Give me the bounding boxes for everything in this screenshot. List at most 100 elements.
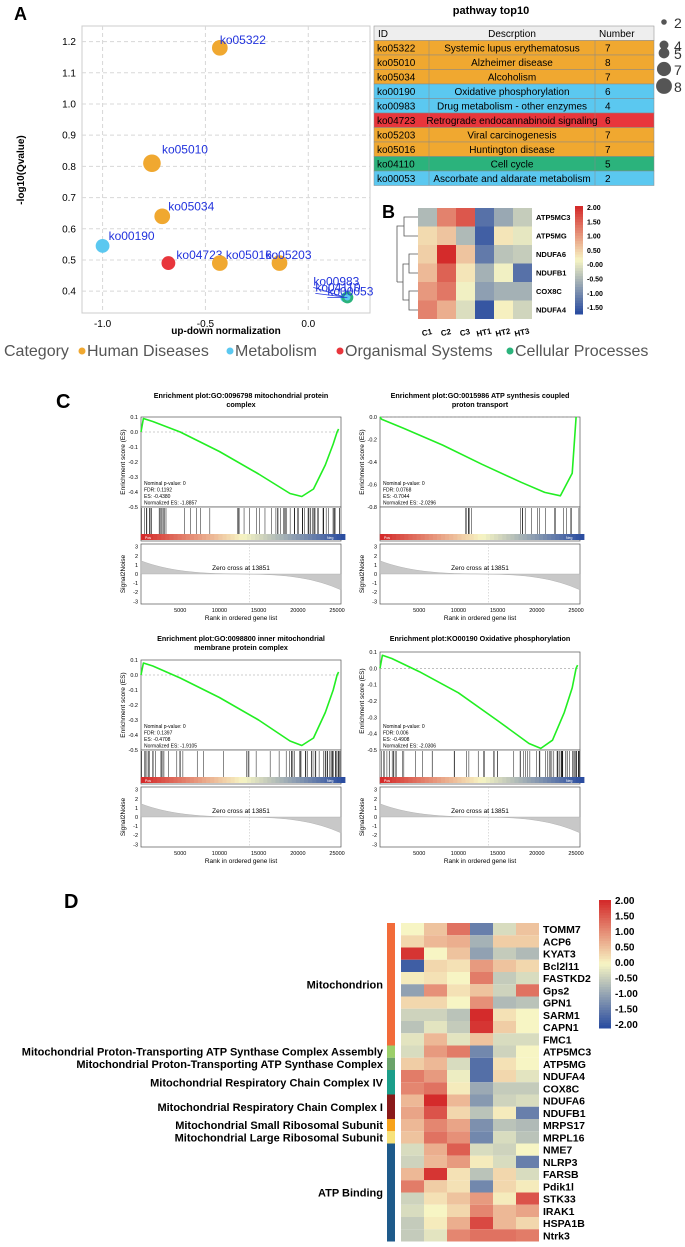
gsea-rank-bar: [157, 777, 162, 783]
gsea-rank-bar: [242, 777, 248, 783]
gsea-rank-bar: [283, 534, 289, 540]
heatmap-d-row-label: ATP5MC3: [543, 1047, 591, 1059]
gsea-x-tick: 5000: [174, 608, 186, 614]
gsea-s2n-tick: -2: [133, 590, 138, 596]
gsea-s2n-tick: 0: [135, 815, 138, 821]
heatmap-b-colorbar-segment: [575, 222, 583, 226]
heatmap-b-colorbar-segment: [575, 265, 583, 269]
gsea-rank-bar: [449, 777, 454, 783]
heatmap-d-cell: [493, 1094, 516, 1107]
gsea-stat: FDR: 0.006: [383, 731, 409, 737]
gsea-rank-bar: [526, 777, 532, 783]
heatmap-d-cell: [447, 959, 470, 972]
heatmap-b-cell: [456, 208, 475, 227]
gsea-rank-bar: [148, 777, 154, 783]
heatmap-b-cell: [437, 282, 456, 301]
heatmap-d-cell: [516, 1143, 539, 1156]
heatmap-b-colorbar-segment: [575, 241, 583, 245]
table-cell-number: 8: [605, 58, 611, 69]
gsea-rank-bar: [571, 777, 577, 783]
heatmap-d-cell: [401, 935, 424, 948]
gsea-rank-bar: [514, 777, 520, 783]
heatmap-d-cell: [470, 1143, 493, 1156]
gsea-rank-bar: [140, 777, 146, 783]
heatmap-b-cell: [494, 263, 513, 282]
gsea-rank-bar: [161, 777, 166, 783]
heatmap-b-colorbar-label: 1.50: [587, 219, 601, 226]
gsea-x-label: Rank in ordered gene list: [205, 615, 277, 622]
gsea-rank-bar: [312, 777, 317, 783]
heatmap-d-cell: [401, 972, 424, 985]
gsea-rank-bar: [547, 777, 552, 783]
gsea-rank-bar: [379, 534, 385, 540]
gsea-rank-bar: [494, 534, 499, 540]
table-cell-number: 6: [605, 87, 611, 98]
gsea-rank-bar: [299, 534, 305, 540]
heatmap-d-row-label: FARSB: [543, 1169, 579, 1181]
heatmap-d-row-label: NLRP3: [543, 1157, 578, 1169]
gsea-rank-bar: [336, 777, 342, 783]
gsea-stat: FDR: 0.1192: [144, 488, 172, 494]
gsea-rank-bar: [506, 534, 511, 540]
gsea-rank-bar: [222, 777, 228, 783]
gsea-rank-bar: [530, 777, 536, 783]
heatmap-d-cell: [493, 1204, 516, 1217]
heatmap-d-cell: [470, 923, 493, 936]
gsea-pos-label: Pos: [384, 536, 390, 540]
gsea-rank-bar: [246, 777, 252, 783]
heatmap-d-cell: [447, 923, 470, 936]
heatmap-d-colorbar-segment: [599, 992, 611, 996]
gsea-rank-bar: [312, 534, 317, 540]
gsea-x-tick: 25000: [568, 608, 583, 614]
gsea-s2n-tick: 3: [135, 788, 138, 794]
gsea-rank-bar: [408, 534, 413, 540]
gsea-es-label: Enrichment score (ES): [359, 668, 366, 733]
heatmap-d-colorbar-segment: [599, 979, 611, 983]
gsea-es-tick: -0.2: [129, 460, 138, 466]
heatmap-d-cell: [447, 1106, 470, 1119]
gsea-zero-cross: Zero cross at 13851: [212, 808, 270, 815]
heatmap-b-cell: [418, 300, 437, 319]
gsea-rank-bar: [287, 777, 293, 783]
gsea-pos-label: Pos: [384, 779, 390, 783]
scatter-point-ko05016: [211, 255, 228, 271]
heatmap-d-cell: [516, 1229, 539, 1242]
table-cell-id: ko05034: [377, 73, 416, 84]
heatmap-d-row-label: IRAK1: [543, 1206, 575, 1218]
heatmap-d-colorbar-label: 0.00: [615, 958, 635, 969]
scatter-label-ko04723: ko04723: [176, 248, 222, 262]
gsea-rank-bar: [324, 534, 330, 540]
scatter-point-ko05034: [154, 208, 171, 225]
table-cell-number: 7: [605, 73, 611, 84]
heatmap-d-cell: [447, 1155, 470, 1168]
gsea-stat: Normalized ES: -1.9105: [144, 744, 197, 750]
gsea-x-tick: 25000: [568, 851, 583, 857]
heatmap-b-colorbar-segment: [575, 305, 583, 310]
heatmap-b-colorbar-label: -1.50: [587, 305, 603, 312]
heatmap-b-colorbar-segment: [575, 254, 583, 258]
gsea-rank-bar: [308, 777, 313, 783]
gsea-x-label: Rank in ordered gene list: [444, 858, 516, 865]
gsea-rank-bar: [185, 777, 191, 783]
gsea-rank-bar: [242, 534, 248, 540]
gsea-title: Enrichment plot:KO00190 Oxidative phosph…: [390, 634, 571, 643]
heatmap-d-cell: [401, 1168, 424, 1181]
heatmap-b-colorbar-segment: [575, 292, 583, 296]
gsea-rank-bar: [506, 777, 511, 783]
heatmap-d-cell: [424, 984, 447, 997]
gsea-es-tick: -0.3: [368, 715, 377, 721]
heatmap-d-cell: [401, 1094, 424, 1107]
heatmap-d-cell: [516, 1106, 539, 1119]
heatmap-b-col-label: HT2: [495, 326, 512, 338]
table-cell-id: ko00983: [377, 102, 416, 113]
scatter-y-tick: 0.7: [62, 193, 76, 204]
heatmap-b-colorbar-segment: [575, 238, 583, 242]
scatter-label-ko05010: ko05010: [162, 142, 208, 156]
table-cell-number: 2: [605, 174, 611, 185]
gsea-x-tick: 15000: [490, 608, 505, 614]
heatmap-d-cell: [401, 1180, 424, 1193]
gsea-rank-bar: [271, 777, 277, 783]
heatmap-d-cell: [424, 1033, 447, 1046]
gsea-rank-bar: [490, 534, 495, 540]
